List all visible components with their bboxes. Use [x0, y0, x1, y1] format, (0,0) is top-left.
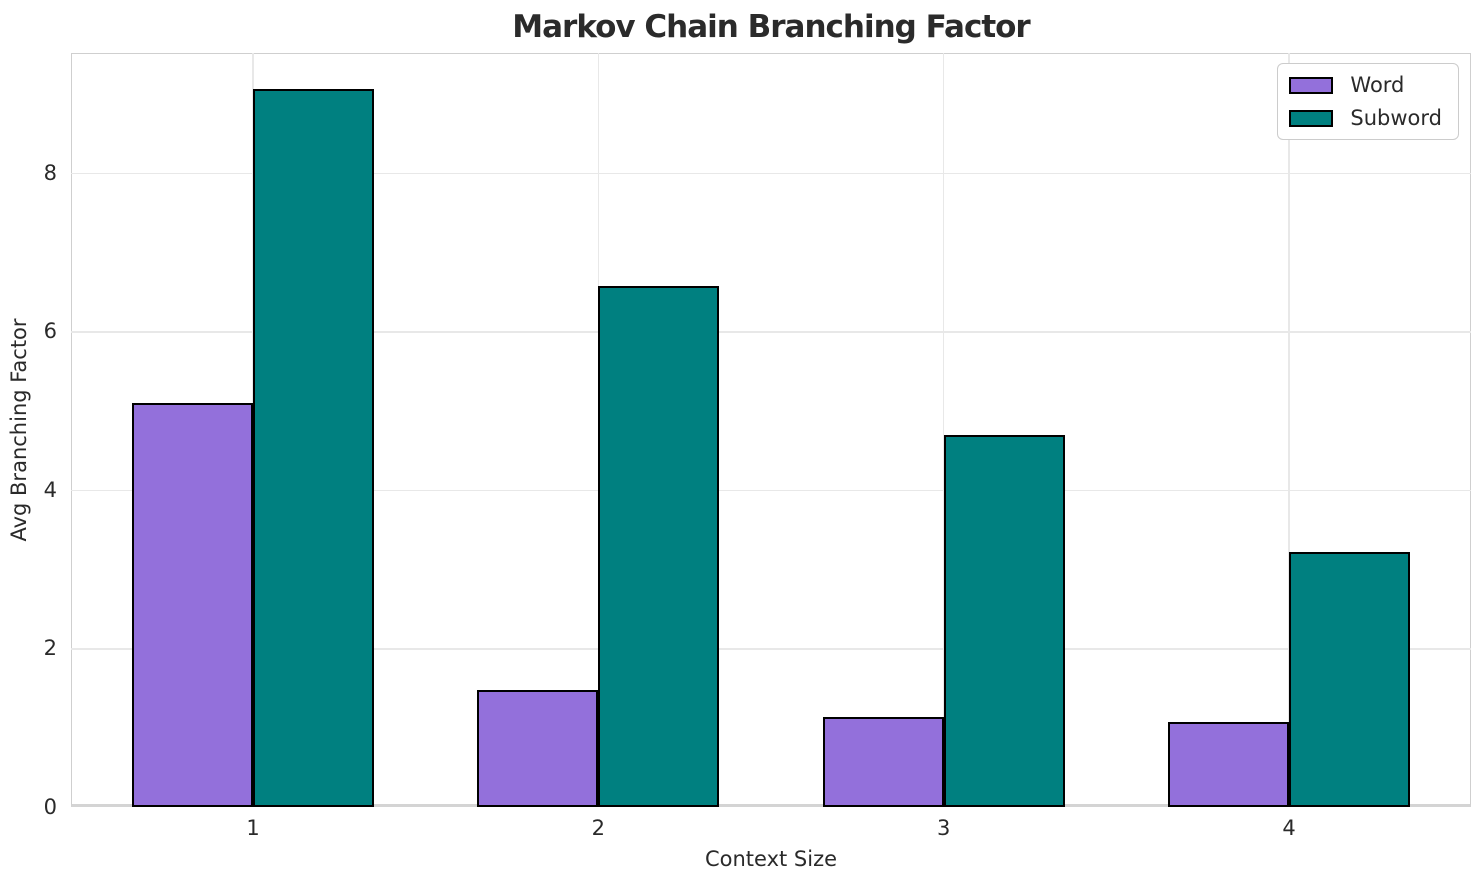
bar-word-1: [132, 403, 253, 807]
subword-legend-swatch: [1289, 109, 1334, 127]
h-gridline-8: [71, 172, 1471, 175]
bar-subword-2: [598, 286, 720, 807]
legend-item-word: Word: [1289, 73, 1442, 97]
x-tick-label-3: 3: [936, 816, 951, 840]
h-gridline-4: [71, 489, 1471, 492]
y-tick-label-2: 2: [43, 636, 57, 661]
plot-area: Word Subword: [71, 53, 1471, 807]
v-gridline-3: [942, 53, 945, 807]
x-tick-label-4: 4: [1282, 816, 1296, 840]
bar-word-3: [822, 717, 944, 807]
y-axis-label: Avg Branching Factor: [7, 318, 31, 542]
x-tick-label-1: 1: [246, 816, 260, 840]
y-tick-label-8: 8: [43, 160, 57, 185]
y-tick-label-6: 6: [43, 319, 57, 344]
bar-subword-4: [1289, 551, 1410, 807]
h-gridline-6: [71, 331, 1471, 333]
chart-title: Markov Chain Branching Factor: [512, 9, 1030, 45]
legend: Word Subword: [1277, 63, 1459, 140]
bar-word-4: [1168, 722, 1289, 807]
bar-subword-3: [943, 435, 1065, 807]
bar-word-2: [477, 689, 599, 807]
y-tick-label-0: 0: [43, 795, 57, 819]
bar-subword-1: [253, 89, 374, 807]
v-gridline-4: [1288, 53, 1290, 807]
legend-label-subword: Subword: [1350, 106, 1442, 130]
y-tick-label-4: 4: [43, 477, 57, 502]
h-gridline-2: [71, 648, 1471, 650]
x-axis-label: Context Size: [704, 847, 838, 871]
x-tick-label-2: 2: [591, 816, 606, 840]
legend-label-word: Word: [1350, 73, 1405, 97]
word-legend-swatch: [1289, 76, 1334, 94]
legend-item-subword: Subword: [1289, 106, 1442, 130]
